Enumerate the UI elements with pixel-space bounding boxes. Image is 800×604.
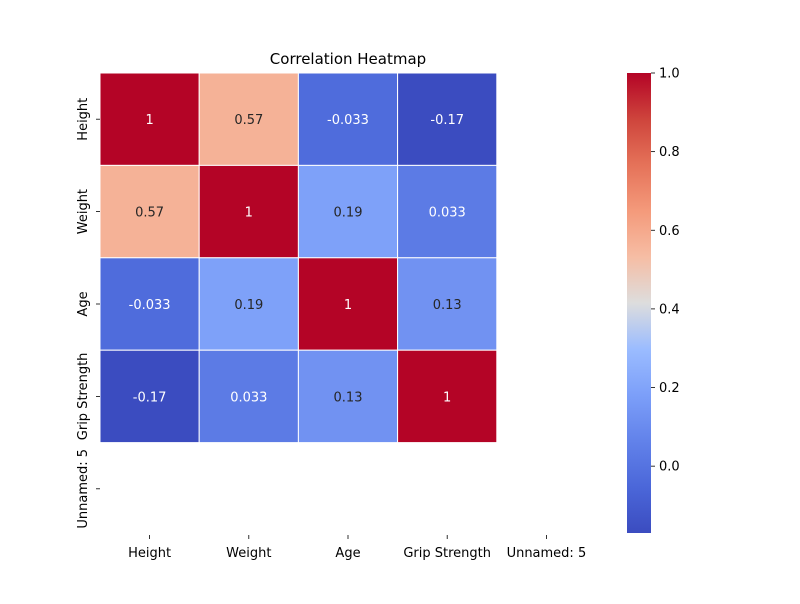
colorbar-tick-label: 0.8	[659, 145, 680, 160]
heatmap-cell	[397, 72, 498, 166]
y-tick-label: Grip Strength	[76, 353, 91, 441]
heatmap-cell	[297, 72, 399, 166]
heatmap-cell	[198, 349, 299, 444]
heatmap-cell	[297, 349, 399, 444]
cell-annotation: -0.033	[129, 298, 171, 313]
x-tick-label: Unnamed: 5	[507, 546, 587, 561]
cell-annotation: 0.13	[433, 298, 462, 313]
cell-annotation: 0.57	[135, 206, 164, 221]
cell-annotation: 0.19	[334, 206, 363, 221]
x-tick-label: Grip Strength	[403, 546, 491, 561]
heatmap-cell	[397, 349, 498, 444]
y-tick-label: Unnamed: 5	[76, 449, 91, 529]
y-tick-label: Height	[76, 98, 91, 141]
cell-annotation: 0.13	[334, 390, 363, 405]
colorbar: 0.0 0.2 0.4 0.6 0.8 1.0	[627, 67, 680, 533]
heatmap-cell	[198, 72, 299, 166]
cell-annotation: 1	[245, 206, 253, 221]
cell-annotation: 1	[145, 113, 153, 128]
cell-annotation: 0.033	[230, 390, 267, 405]
cell-annotation: 0.57	[234, 113, 263, 128]
heatmap-cell	[99, 72, 200, 166]
colorbar-tick-label: 0.4	[659, 302, 680, 317]
heatmap-cells: 1 0.57 -0.033 -0.17 0.57 1 0.19 0.033 -0.033 0.19…	[99, 72, 498, 444]
x-axis: Height Weight Age Grip Strength Unnamed: 5	[128, 535, 586, 561]
heatmap-cell	[99, 349, 200, 444]
cell-annotation: 0.033	[429, 206, 466, 221]
heatmap-cell	[198, 164, 299, 259]
cell-annotation: -0.17	[430, 113, 464, 128]
colorbar-tick-label: 0.2	[659, 381, 680, 396]
y-tick-label: Age	[76, 291, 91, 316]
colorbar-tick-label: 0.0	[659, 460, 680, 475]
colorbar-tick-label: 1.0	[659, 67, 680, 82]
heatmap-cell	[397, 164, 498, 259]
colorbar-gradient	[627, 73, 651, 533]
colorbar-tick-label: 0.6	[659, 224, 680, 239]
chart-title: Correlation Heatmap	[270, 50, 426, 68]
x-tick-label: Weight	[226, 546, 271, 561]
y-tick-label: Weight	[76, 189, 91, 234]
cell-annotation: -0.033	[327, 113, 369, 128]
x-tick-label: Height	[128, 546, 171, 561]
heatmap-cell	[198, 257, 299, 351]
cell-annotation: 0.19	[234, 298, 263, 313]
cell-annotation: 1	[443, 390, 451, 405]
y-axis: Height Weight Age Grip Strength Unnamed: 5	[76, 98, 100, 529]
heatmap-cell	[99, 164, 200, 259]
cell-annotation: -0.17	[133, 390, 167, 405]
x-tick-label: Age	[335, 546, 360, 561]
cell-annotation: 1	[344, 298, 352, 313]
heatmap-cell	[397, 257, 498, 351]
